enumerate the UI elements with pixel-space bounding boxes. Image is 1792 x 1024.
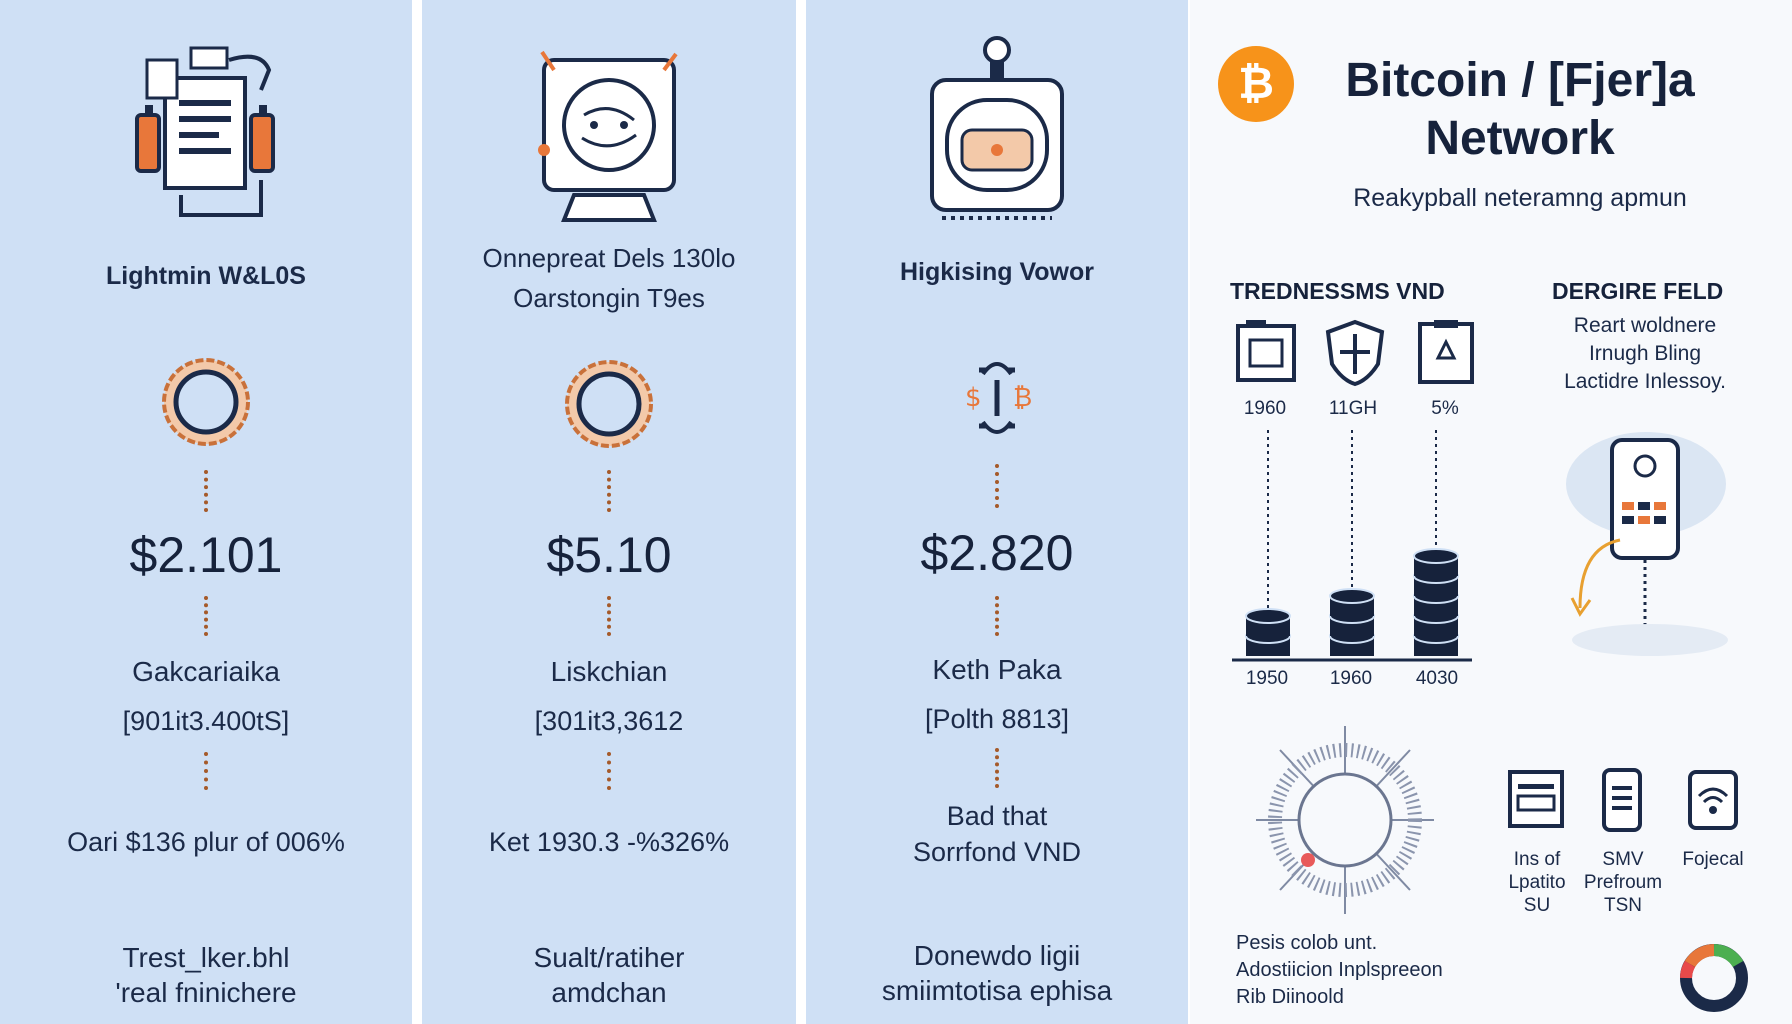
subtitle-line: Onnepreat Dels 130lo	[482, 243, 736, 273]
title-line: Network	[1425, 112, 1615, 165]
stat-line: Sorrfond VND	[912, 837, 1082, 867]
dotted-connector	[995, 748, 999, 788]
coin-name: Keth Paka	[932, 654, 1062, 685]
dotted-connector	[204, 596, 208, 636]
radial-network-icon	[1256, 726, 1434, 914]
degree-text: Reart woldnere Irnugh Bling Lactidre Inl…	[1520, 312, 1770, 396]
coin-ring-icon	[565, 360, 653, 448]
footer-line: smiimtotisa ephisa	[881, 975, 1113, 1006]
dotted-connector	[204, 470, 208, 512]
coin-ring-icon	[162, 358, 250, 446]
coin-code: [901it3.400tS]	[122, 706, 290, 736]
card-icon	[1508, 770, 1564, 828]
exchange-icon: $ ₿	[965, 362, 1032, 434]
mobile-icon	[1602, 768, 1642, 832]
footnote-line: Pesis colob unt.	[1236, 932, 1378, 954]
coin-stack-bar	[1329, 588, 1375, 656]
svg-text:₿: ₿	[1013, 383, 1032, 413]
trend-value: 5%	[1431, 398, 1459, 419]
stat-text: Bad that Sorrfond VND	[806, 798, 1188, 870]
price-value: $5.10	[546, 527, 672, 583]
stat-text: Oari $136 plur of 006%	[67, 827, 345, 857]
trend-value: 1960	[1243, 398, 1287, 419]
panel-title: Bitcoin / [Fjer]a Network	[1300, 52, 1740, 168]
coin-stack-bar	[1413, 548, 1459, 656]
footer-line: Sualt/ratiher	[533, 942, 685, 973]
label-line: TSN	[1604, 895, 1642, 916]
footer-text: Donewdo ligii smiimtotisa ephisa	[806, 938, 1188, 1008]
coin-stack-bar	[1245, 608, 1291, 656]
label-line: Fojecal	[1682, 849, 1744, 870]
footer-line: Trest_lker.bhl	[122, 942, 290, 973]
degree-line: Lactidre Inlessoy.	[1564, 370, 1726, 393]
bar-label: 1960	[1329, 668, 1373, 689]
column-onnepreat: Onnepreat Dels 130lo Oarstongin T9es $5.…	[422, 0, 796, 1024]
footnote: Pesis colob unt. Adostiicion Inplspreeon…	[1236, 930, 1443, 1011]
dotted-connector	[995, 596, 999, 636]
trends-heading: TREDNESSMS VND	[1230, 278, 1445, 304]
phone-cloud-icon	[1566, 432, 1728, 656]
footer-line: amdchan	[551, 977, 667, 1008]
footnote-line: Adostiicion Inplspreeon	[1236, 959, 1443, 981]
column-subtitle: Onnepreat Dels 130lo Oarstongin T9es	[422, 238, 796, 318]
lock-safe-icon	[930, 36, 1064, 220]
column-lightmin: Lightmin W&L0S $2.101 Gakcariaika [901it…	[0, 0, 412, 1024]
wifi-icon	[1688, 770, 1738, 830]
footer-text: Sualt/ratiher amdchan	[422, 940, 796, 1010]
bottom-icon-label: Fojecal	[1668, 848, 1758, 871]
dotted-connector	[607, 752, 611, 790]
bitcoin-logo-icon: ₿	[1218, 46, 1294, 122]
degree-line: Irnugh Bling	[1588, 342, 1702, 365]
bottom-icon-label: Ins of Lpatito SU	[1492, 848, 1582, 917]
panel-subtitle: Reakypball neteramng apmun	[1353, 184, 1687, 212]
column-higkising: Higkising Vowor $ ₿ $2.820 Keth Paka [Po…	[806, 0, 1188, 1024]
bar-label: 1950	[1245, 668, 1289, 689]
dotted-connector	[995, 464, 999, 508]
stat-text: Ket 1930.3 -%326%	[488, 827, 730, 857]
battery-document-icon	[135, 46, 275, 217]
column-title: Higkising Vowor	[900, 258, 1094, 286]
bar-label: 4030	[1415, 668, 1459, 689]
bottom-icon-label: SMV Prefroum TSN	[1578, 848, 1668, 917]
document-icon	[1418, 320, 1474, 384]
degree-heading: DERGIRE FELD	[1552, 278, 1724, 304]
footer-line: 'real fninichere	[115, 977, 297, 1008]
subtitle-line: Oarstongin T9es	[513, 283, 705, 313]
label-line: SU	[1523, 895, 1551, 916]
donut-chart-icon	[1680, 944, 1748, 1012]
globe-device-icon	[538, 50, 678, 222]
label-line: Prefroum	[1583, 872, 1663, 893]
label-line: SMV	[1602, 849, 1644, 870]
dotted-connector	[607, 596, 611, 636]
coin-code: [Polth 8813]	[924, 704, 1070, 734]
coin-code: [301it3,3612	[534, 706, 684, 736]
coin-name: Gakcariaika	[132, 656, 280, 687]
footer-line: Donewdo ligii	[913, 940, 1081, 971]
label-line: Lpatito	[1508, 872, 1566, 893]
svg-text:$: $	[965, 383, 982, 413]
coin-name: Liskchian	[550, 656, 668, 687]
price-value: $2.101	[129, 527, 283, 583]
wallet-icon	[1236, 320, 1296, 382]
column-title: Lightmin W&L0S	[106, 262, 306, 290]
degree-line: Reart woldnere	[1573, 314, 1717, 337]
dotted-connector	[607, 470, 611, 512]
title-line: Bitcoin / [Fjer]a	[1345, 54, 1695, 107]
label-line: Ins of	[1513, 849, 1561, 870]
trend-value: 11GH	[1328, 398, 1378, 419]
dotted-connector	[204, 752, 208, 790]
footnote-line: Rib Diinoold	[1236, 986, 1344, 1008]
footer-text: Trest_lker.bhl 'real fninichere	[0, 940, 412, 1010]
stat-line: Bad that	[946, 801, 1048, 831]
shield-icon	[1325, 319, 1385, 387]
price-value: $2.820	[920, 525, 1074, 581]
coin-stack-chart	[1232, 430, 1472, 662]
